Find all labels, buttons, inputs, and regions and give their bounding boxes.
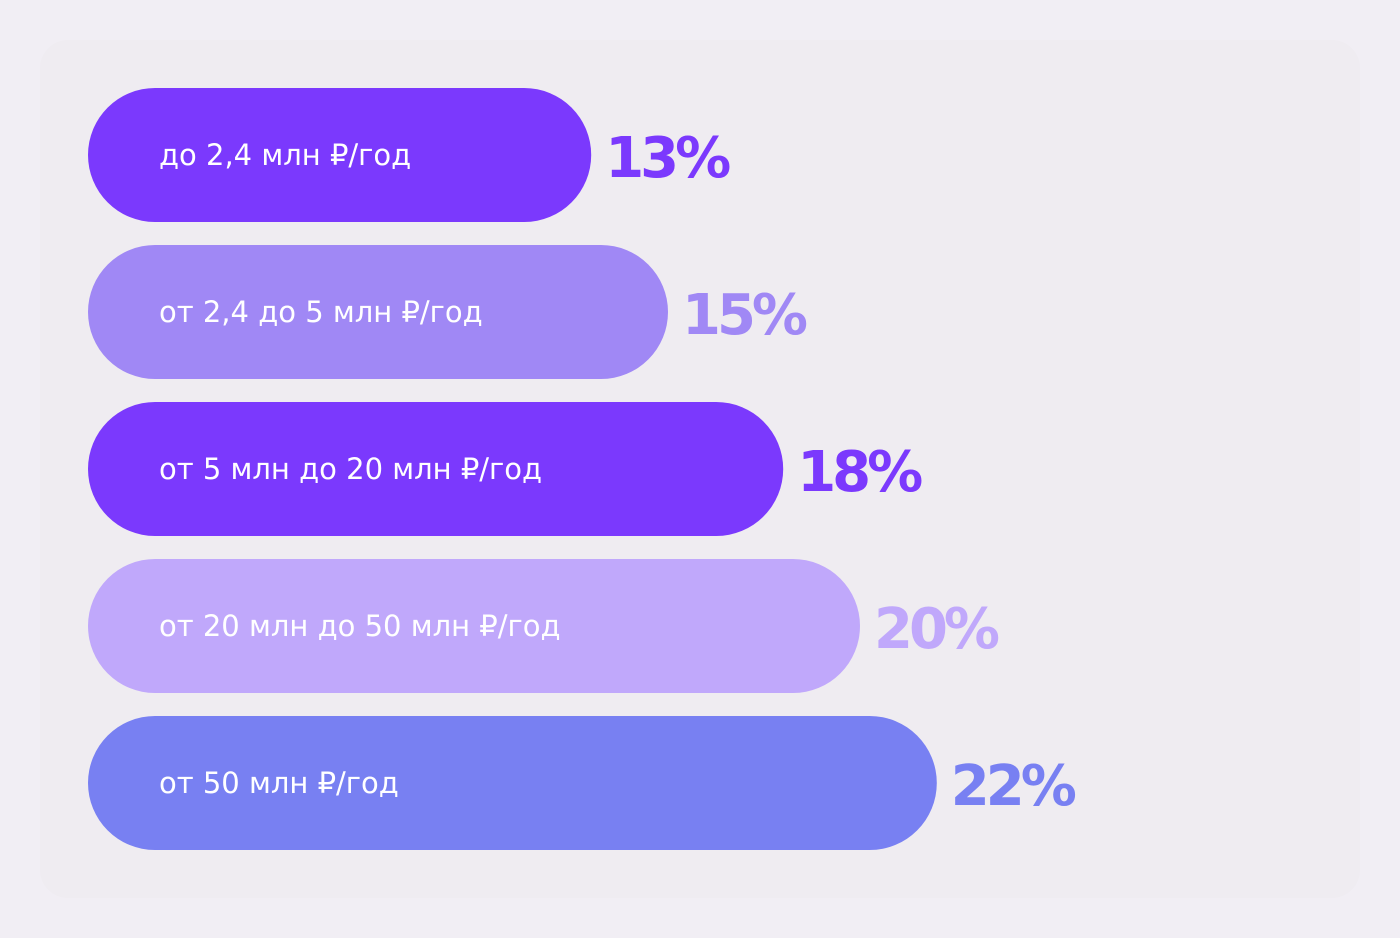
value-label-5: 22% (951, 754, 1076, 819)
bar-1 (88, 88, 592, 222)
bar-label-1: до 2,4 млн ₽/год (159, 138, 411, 172)
value-label-2: 15% (682, 283, 807, 348)
bar-4 (88, 559, 860, 693)
bar-label-2: от 2,4 до 5 млн ₽/год (159, 295, 483, 329)
value-label-1: 13% (605, 126, 730, 191)
value-label-3: 18% (797, 440, 922, 505)
value-label-4: 20% (874, 597, 999, 662)
bars-group: до 2,4 млн ₽/год 13% от 2,4 до 5 млн ₽/год… (88, 88, 1080, 850)
bar-label-5: от 50 млн ₽/год (159, 766, 399, 800)
bar-2 (88, 245, 668, 379)
bar-label-4: от 20 млн до 50 млн ₽/год (159, 609, 561, 643)
bar-3 (88, 402, 784, 536)
bar-5 (88, 716, 937, 850)
bar-label-3: от 5 млн до 20 млн ₽/год (159, 452, 542, 486)
